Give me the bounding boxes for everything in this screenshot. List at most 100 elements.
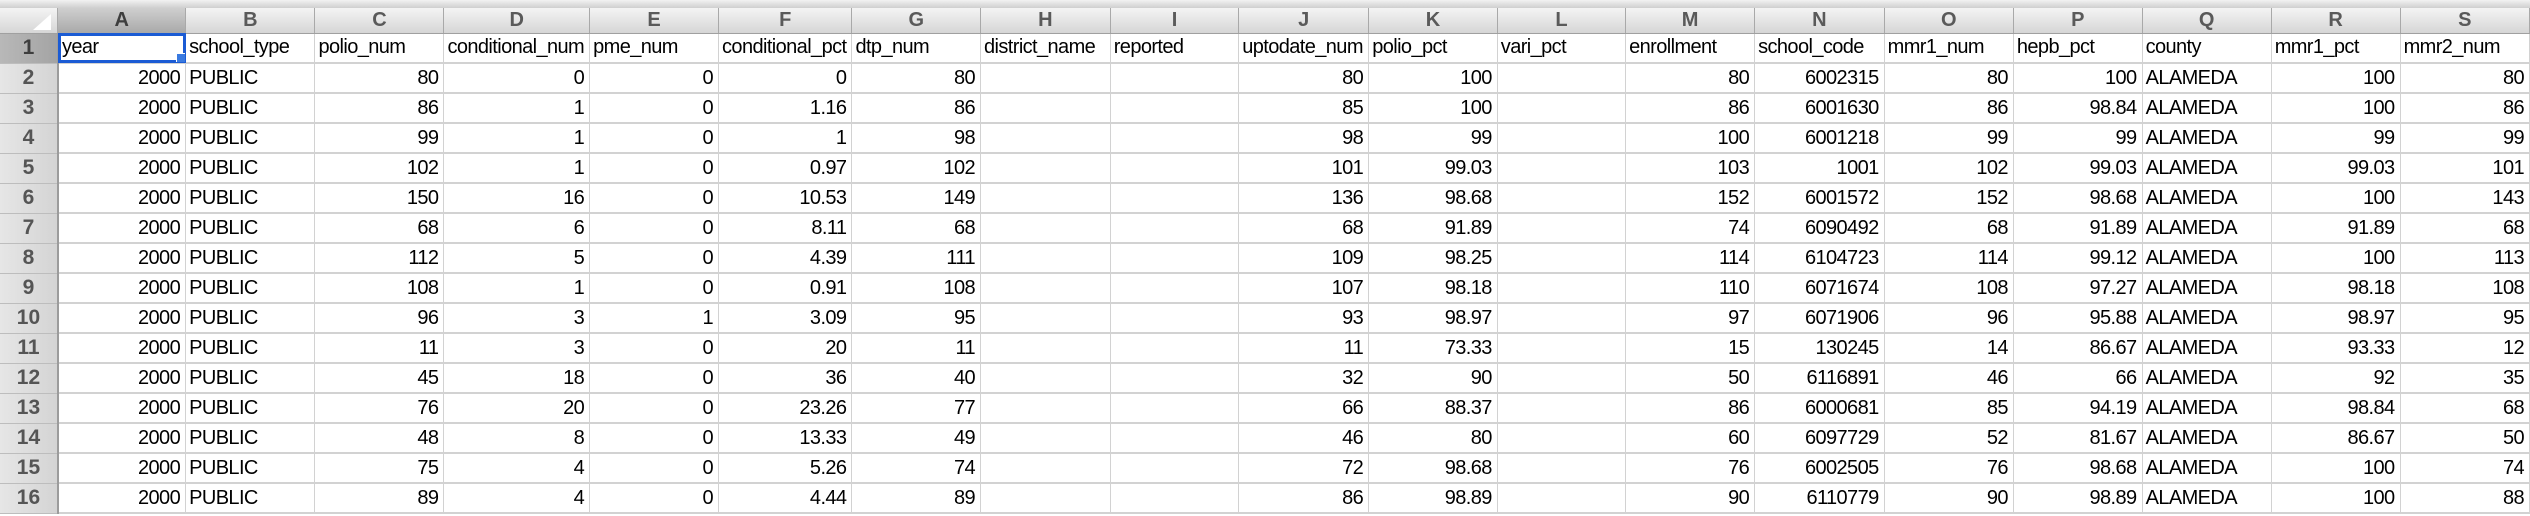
cell-J3[interactable]: 85 xyxy=(1238,93,1370,124)
cell-E4[interactable]: 0 xyxy=(589,123,720,154)
cell-G15[interactable]: 74 xyxy=(851,453,982,484)
cell-Q3[interactable]: ALAMEDA xyxy=(2142,93,2272,124)
cell-H12[interactable] xyxy=(980,363,1111,394)
column-header-E[interactable]: E xyxy=(589,8,720,34)
cell-A14[interactable]: 2000 xyxy=(57,423,187,454)
cell-C9[interactable]: 108 xyxy=(314,273,445,304)
cell-R16[interactable]: 100 xyxy=(2271,483,2401,514)
cell-S4[interactable]: 99 xyxy=(2400,123,2530,154)
cell-L10[interactable] xyxy=(1497,303,1627,334)
row-header-2[interactable]: 2 xyxy=(0,63,59,94)
cell-C15[interactable]: 75 xyxy=(314,453,445,484)
cell-G10[interactable]: 95 xyxy=(851,303,982,334)
cell-J1[interactable]: uptodate_num xyxy=(1238,33,1370,64)
row-header-6[interactable]: 6 xyxy=(0,183,59,214)
cell-C11[interactable]: 11 xyxy=(314,333,445,364)
cell-B16[interactable]: PUBLIC xyxy=(185,483,316,514)
cell-S3[interactable]: 86 xyxy=(2400,93,2530,124)
row-header-16[interactable]: 16 xyxy=(0,483,59,514)
cell-Q5[interactable]: ALAMEDA xyxy=(2142,153,2272,184)
cell-S14[interactable]: 50 xyxy=(2400,423,2530,454)
cell-L12[interactable] xyxy=(1497,363,1627,394)
cell-K10[interactable]: 98.97 xyxy=(1368,303,1498,334)
cell-F11[interactable]: 20 xyxy=(718,333,853,364)
cell-B14[interactable]: PUBLIC xyxy=(185,423,316,454)
cell-Q7[interactable]: ALAMEDA xyxy=(2142,213,2272,244)
cell-R13[interactable]: 98.84 xyxy=(2271,393,2401,424)
cell-D5[interactable]: 1 xyxy=(443,153,591,184)
cell-R10[interactable]: 98.97 xyxy=(2271,303,2401,334)
cell-R5[interactable]: 99.03 xyxy=(2271,153,2401,184)
cell-H14[interactable] xyxy=(980,423,1111,454)
cell-D8[interactable]: 5 xyxy=(443,243,591,274)
cell-O5[interactable]: 102 xyxy=(1884,153,2014,184)
cell-D13[interactable]: 20 xyxy=(443,393,591,424)
cell-Q9[interactable]: ALAMEDA xyxy=(2142,273,2272,304)
cell-J9[interactable]: 107 xyxy=(1238,273,1370,304)
cell-P15[interactable]: 98.68 xyxy=(2013,453,2143,484)
cell-I4[interactable] xyxy=(1110,123,1240,154)
cell-R12[interactable]: 92 xyxy=(2271,363,2401,394)
column-header-C[interactable]: C xyxy=(314,8,445,34)
cell-A13[interactable]: 2000 xyxy=(57,393,187,424)
cell-O9[interactable]: 108 xyxy=(1884,273,2014,304)
cell-A8[interactable]: 2000 xyxy=(57,243,187,274)
cell-H10[interactable] xyxy=(980,303,1111,334)
cell-J11[interactable]: 11 xyxy=(1238,333,1370,364)
cell-O16[interactable]: 90 xyxy=(1884,483,2014,514)
cell-E14[interactable]: 0 xyxy=(589,423,720,454)
cell-G11[interactable]: 11 xyxy=(851,333,982,364)
cell-S2[interactable]: 80 xyxy=(2400,63,2530,94)
cell-F5[interactable]: 0.97 xyxy=(718,153,853,184)
row-header-10[interactable]: 10 xyxy=(0,303,59,334)
cell-S8[interactable]: 113 xyxy=(2400,243,2530,274)
cell-N8[interactable]: 6104723 xyxy=(1754,243,1885,274)
cell-H4[interactable] xyxy=(980,123,1111,154)
cell-G5[interactable]: 102 xyxy=(851,153,982,184)
cell-J16[interactable]: 86 xyxy=(1238,483,1370,514)
cell-N12[interactable]: 6116891 xyxy=(1754,363,1885,394)
cell-O10[interactable]: 96 xyxy=(1884,303,2014,334)
cell-O8[interactable]: 114 xyxy=(1884,243,2014,274)
cell-N10[interactable]: 6071906 xyxy=(1754,303,1885,334)
cell-O2[interactable]: 80 xyxy=(1884,63,2014,94)
cell-M11[interactable]: 15 xyxy=(1625,333,1756,364)
cell-M12[interactable]: 50 xyxy=(1625,363,1756,394)
cell-K5[interactable]: 99.03 xyxy=(1368,153,1498,184)
cell-R11[interactable]: 93.33 xyxy=(2271,333,2401,364)
cell-I15[interactable] xyxy=(1110,453,1240,484)
column-header-D[interactable]: D xyxy=(443,8,591,34)
cell-N15[interactable]: 6002505 xyxy=(1754,453,1885,484)
cell-Q10[interactable]: ALAMEDA xyxy=(2142,303,2272,334)
cell-K15[interactable]: 98.68 xyxy=(1368,453,1498,484)
column-header-B[interactable]: B xyxy=(185,8,316,34)
cell-I12[interactable] xyxy=(1110,363,1240,394)
cell-E13[interactable]: 0 xyxy=(589,393,720,424)
column-header-J[interactable]: J xyxy=(1238,8,1370,34)
cell-Q11[interactable]: ALAMEDA xyxy=(2142,333,2272,364)
cell-A16[interactable]: 2000 xyxy=(57,483,187,514)
cell-D15[interactable]: 4 xyxy=(443,453,591,484)
cell-S6[interactable]: 143 xyxy=(2400,183,2530,214)
cell-D9[interactable]: 1 xyxy=(443,273,591,304)
cell-N16[interactable]: 6110779 xyxy=(1754,483,1885,514)
cell-P8[interactable]: 99.12 xyxy=(2013,243,2143,274)
cell-F4[interactable]: 1 xyxy=(718,123,853,154)
column-header-S[interactable]: S xyxy=(2400,8,2530,34)
cell-H8[interactable] xyxy=(980,243,1111,274)
cell-B5[interactable]: PUBLIC xyxy=(185,153,316,184)
cell-L13[interactable] xyxy=(1497,393,1627,424)
cell-F2[interactable]: 0 xyxy=(718,63,853,94)
cell-S15[interactable]: 74 xyxy=(2400,453,2530,484)
cell-C14[interactable]: 48 xyxy=(314,423,445,454)
column-header-P[interactable]: P xyxy=(2013,8,2143,34)
cell-M2[interactable]: 80 xyxy=(1625,63,1756,94)
cell-L2[interactable] xyxy=(1497,63,1627,94)
cell-F14[interactable]: 13.33 xyxy=(718,423,853,454)
cell-Q16[interactable]: ALAMEDA xyxy=(2142,483,2272,514)
cell-M5[interactable]: 103 xyxy=(1625,153,1756,184)
cell-D10[interactable]: 3 xyxy=(443,303,591,334)
cell-D2[interactable]: 0 xyxy=(443,63,591,94)
cell-P1[interactable]: hepb_pct xyxy=(2013,33,2143,64)
cell-A3[interactable]: 2000 xyxy=(57,93,187,124)
